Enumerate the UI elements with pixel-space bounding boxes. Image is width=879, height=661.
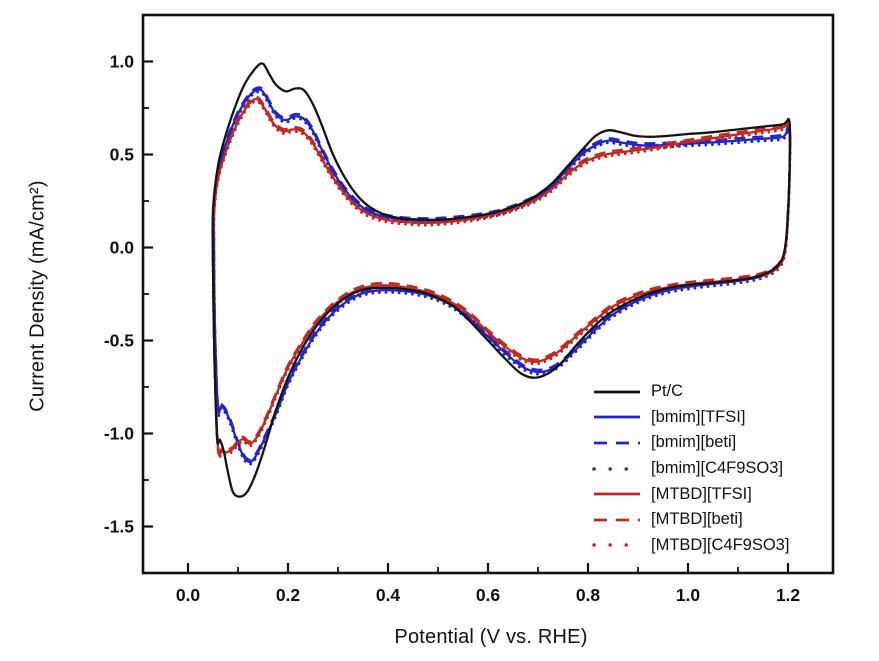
- y-tick-label: 1.0: [110, 52, 135, 72]
- legend-item-label: [bmim][C4F9SO3]: [651, 459, 784, 478]
- x-tick-label: 0.2: [276, 585, 301, 605]
- legend-line-sample: [592, 543, 642, 548]
- y-tick-label: -1.5: [104, 517, 134, 537]
- x-tick-label: 0.4: [376, 585, 401, 605]
- legend-line-sample: [594, 390, 640, 394]
- curve-Pt/C: [211, 62, 792, 498]
- legend-item-label: [MTBD][TFSI]: [651, 484, 752, 503]
- y-tick-label: -0.5: [104, 331, 134, 351]
- x-tick-label: 1.0: [676, 585, 701, 605]
- x-axis-title: Potential (V vs. RHE): [394, 626, 588, 648]
- curve-[bmim][TFSI]: [212, 88, 792, 464]
- legend-line-sample: [594, 492, 640, 496]
- legend-item-label: [bmim][TFSI]: [651, 407, 746, 426]
- legend-item: [bmim][TFSI]: [592, 405, 789, 431]
- legend-item: [bmim][C4F9SO3]: [592, 456, 789, 482]
- legend-item-label: [MTBD][beti]: [651, 510, 743, 529]
- y-tick-label: 0.5: [110, 145, 135, 165]
- legend-item-label: Pt/C: [651, 382, 684, 401]
- legend-item: [MTBD][beti]: [592, 507, 789, 533]
- x-tick-label: 1.2: [776, 585, 801, 605]
- legend-line-sample: [594, 415, 640, 419]
- legend-item: [bmim][beti]: [592, 430, 789, 456]
- legend-item: Pt/C: [592, 379, 789, 405]
- legend-item: [MTBD][TFSI]: [592, 481, 789, 507]
- legend-line-sample: [592, 466, 642, 471]
- legend-item-label: [bmim][beti]: [651, 433, 737, 452]
- x-tick-label: 0.8: [576, 585, 601, 605]
- y-tick-label: 0.0: [110, 238, 135, 258]
- y-axis-title: Current Density (mA/cm²): [26, 180, 49, 412]
- legend-line-sample: [594, 441, 640, 445]
- y-tick-label: -1.0: [104, 424, 134, 444]
- legend-item-label: [MTBD][C4F9SO3]: [651, 535, 790, 554]
- curve-[bmim][beti]: [212, 86, 792, 461]
- curve-[bmim][C4F9SO3]: [212, 90, 792, 466]
- legend-line-sample: [594, 518, 640, 522]
- x-tick-label: 0.0: [176, 585, 201, 605]
- legend-item: [MTBD][C4F9SO3]: [592, 533, 789, 559]
- legend: Pt/C [bmim][TFSI] [bmim][beti] [bmim][C4…: [592, 379, 789, 558]
- x-tick-label: 0.6: [476, 585, 501, 605]
